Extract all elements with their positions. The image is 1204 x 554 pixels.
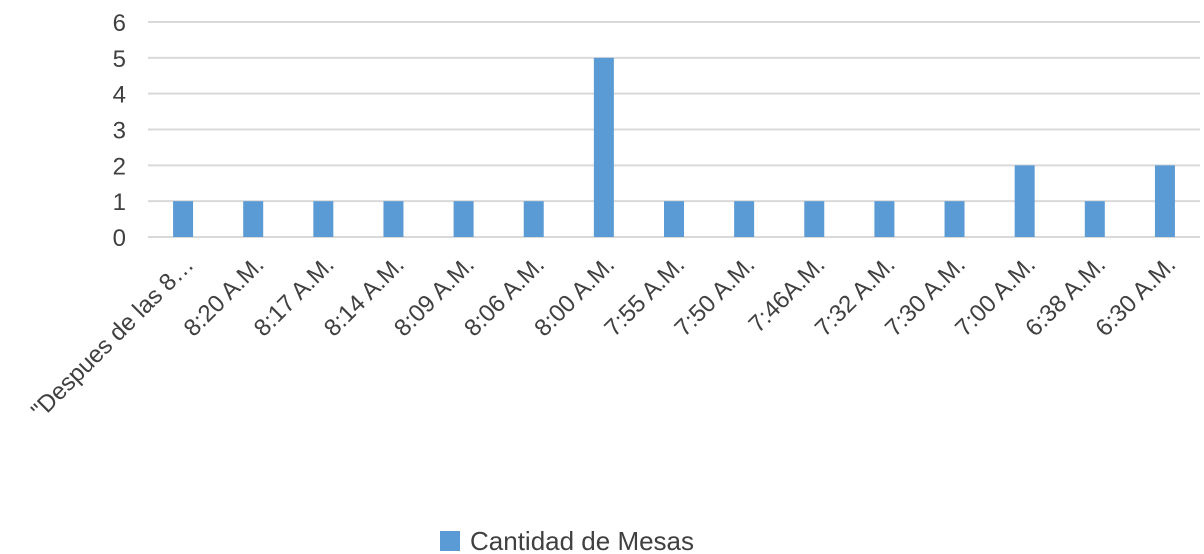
legend: Cantidad de Mesas bbox=[440, 526, 694, 554]
bar bbox=[523, 201, 544, 237]
bar bbox=[664, 201, 684, 237]
bar bbox=[1084, 201, 1105, 237]
bar bbox=[874, 201, 895, 237]
bar bbox=[243, 201, 264, 237]
x-tick-label: "Despues de las 8… bbox=[26, 251, 199, 424]
y-tick-label: 2 bbox=[113, 153, 126, 180]
bar bbox=[453, 201, 474, 237]
bar bbox=[1154, 165, 1175, 237]
bar bbox=[944, 201, 965, 237]
y-tick-label: 4 bbox=[113, 82, 126, 109]
bar bbox=[173, 201, 194, 237]
y-tick-label: 1 bbox=[113, 189, 126, 216]
y-tick-label: 6 bbox=[113, 10, 126, 37]
bar bbox=[734, 201, 755, 237]
y-tick-label: 5 bbox=[113, 46, 126, 73]
legend-swatch bbox=[440, 531, 460, 551]
bar bbox=[593, 57, 614, 238]
y-tick-label: 3 bbox=[113, 118, 126, 145]
bar bbox=[383, 201, 404, 237]
bar bbox=[313, 201, 334, 237]
legend-label: Cantidad de Mesas bbox=[470, 526, 694, 554]
bar bbox=[804, 201, 825, 237]
bars bbox=[173, 57, 1175, 238]
y-tick-label: 0 bbox=[113, 225, 126, 252]
x-axis-ticks: "Despues de las 8…8:20 A.M.8:17 A.M.8:14… bbox=[26, 251, 1181, 424]
bar bbox=[1014, 165, 1035, 237]
y-axis-ticks: 0 1 2 3 4 5 6 bbox=[113, 10, 126, 252]
